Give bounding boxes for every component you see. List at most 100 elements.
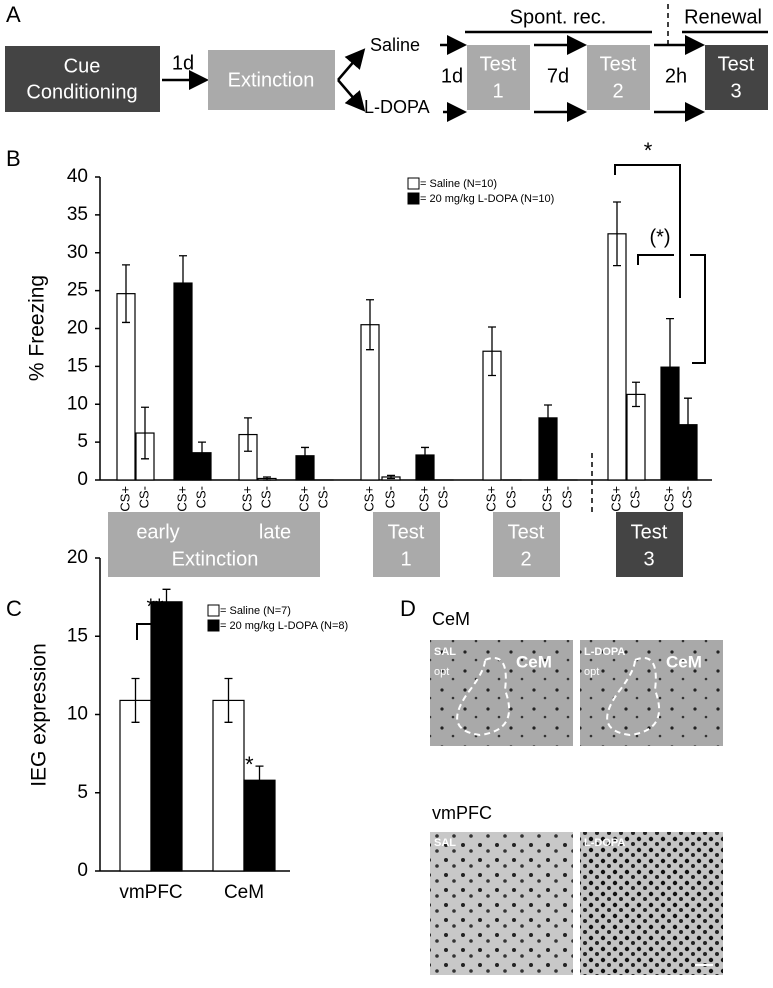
legend-swatch	[208, 620, 219, 631]
group-label: early	[136, 521, 179, 543]
x-tick-label: CS+	[361, 486, 376, 512]
node-label: Extinction	[228, 69, 315, 91]
image-label: opt	[584, 666, 599, 678]
timeline-diagram: Cue Conditioning 1d Extinction Saline L-…	[5, 4, 768, 117]
group-label: late	[259, 521, 291, 543]
x-tick-label: CS+	[483, 486, 498, 512]
bar	[608, 234, 626, 480]
x-tick-label: CS+	[539, 486, 554, 512]
group-label: Test	[631, 521, 668, 543]
y-tick-label: 0	[77, 469, 88, 490]
group-label: 1	[400, 548, 411, 570]
legend-label: = Saline (N=7)	[220, 605, 291, 617]
node-label: 1	[492, 80, 503, 102]
x-tick-label: CeM	[224, 882, 264, 903]
region-label: CeM	[432, 609, 470, 629]
delay: 2h	[665, 65, 687, 87]
x-tick-label: CS+	[117, 486, 132, 512]
panel-label: D	[400, 596, 416, 621]
panel-label: B	[6, 146, 21, 171]
group-label: Test	[508, 521, 545, 543]
arrow	[338, 52, 362, 80]
x-tick-label: CS-	[503, 486, 518, 508]
node-label: Cue	[64, 55, 101, 77]
y-tick-label: 15	[67, 355, 88, 376]
legend-swatch	[408, 193, 419, 204]
phase-label: Renewal	[684, 6, 762, 28]
bar	[151, 602, 182, 871]
delay: 1d	[441, 65, 463, 87]
arrow	[338, 80, 362, 108]
x-tick-label: CS+	[296, 486, 311, 512]
y-tick-label: 5	[77, 782, 88, 803]
y-tick-label: 25	[67, 280, 88, 301]
legend-swatch	[408, 178, 419, 189]
significance: (*)	[649, 226, 670, 248]
group: Saline	[370, 35, 420, 55]
y-tick-label: 20	[67, 547, 88, 568]
node-label: Test	[600, 53, 637, 75]
significance: *	[644, 138, 653, 163]
bar	[174, 283, 192, 480]
micrograph	[430, 832, 573, 975]
micrograph	[580, 832, 723, 975]
delay: 1d	[172, 52, 194, 74]
x-tick-label: CS-	[559, 486, 574, 508]
bracket	[638, 255, 674, 265]
node-label: Test	[718, 53, 755, 75]
panel-label: C	[6, 596, 22, 621]
image-label: L-DOPA	[584, 837, 625, 849]
y-tick-label: 5	[77, 431, 88, 452]
bar	[120, 700, 151, 871]
y-tick-label: 10	[67, 704, 88, 725]
node-label: 2	[612, 80, 623, 102]
x-tick-label: vmPFC	[119, 882, 182, 903]
bar	[213, 700, 244, 871]
y-tick-label: 15	[67, 625, 88, 646]
legend-label: = 20 mg/kg L-DOPA (N=10)	[420, 193, 554, 205]
node-label: Test	[480, 53, 517, 75]
x-tick-label: CS-	[679, 486, 694, 508]
x-tick-label: CS-	[627, 486, 642, 508]
panel-label: A	[6, 2, 21, 27]
legend-label: = 20 mg/kg L-DOPA (N=8)	[220, 620, 348, 632]
image-label: CeM	[666, 652, 702, 671]
group-label: 3	[643, 548, 654, 570]
image-label: opt	[434, 666, 449, 678]
y-tick-label: 20	[67, 318, 88, 339]
x-tick-label: CS-	[136, 486, 151, 508]
x-tick-label: CS+	[608, 486, 623, 512]
image-label: L-DOPA	[584, 646, 625, 658]
bracket	[690, 255, 705, 363]
region-label: vmPFC	[432, 803, 492, 823]
y-tick-label: 30	[67, 242, 88, 263]
image-label: CeM	[516, 652, 552, 671]
group-label: Extinction	[172, 548, 259, 570]
x-tick-label: CS-	[382, 486, 397, 508]
x-tick-label: CS+	[661, 486, 676, 512]
x-tick-label: CS-	[193, 486, 208, 508]
legend-swatch	[208, 605, 219, 616]
x-tick-label: CS-	[315, 486, 330, 508]
bar	[627, 394, 645, 480]
x-tick-label: CS+	[174, 486, 189, 512]
y-tick-label: 0	[77, 860, 88, 881]
group-label: Test	[388, 521, 425, 543]
y-axis-label: IEG expression	[28, 643, 51, 787]
image-label: SAL	[434, 646, 456, 658]
image-label: SAL	[434, 837, 456, 849]
x-tick-label: CS+	[416, 486, 431, 512]
x-tick-label: CS-	[258, 486, 273, 508]
x-tick-label: CS+	[239, 486, 254, 512]
legend-label: = Saline (N=10)	[420, 178, 497, 190]
delay: 7d	[547, 65, 569, 87]
y-tick-label: 40	[67, 166, 88, 187]
x-tick-label: CS-	[435, 486, 450, 508]
y-tick-label: 10	[67, 393, 88, 414]
node-label: Conditioning	[26, 81, 137, 103]
micrographs: CeM SAL opt CeM L-DOPA opt CeM vmPFC SAL…	[430, 609, 723, 975]
phase-label: Spont. rec.	[510, 6, 607, 28]
group: L-DOPA	[364, 97, 430, 117]
y-tick-label: 35	[67, 204, 88, 225]
